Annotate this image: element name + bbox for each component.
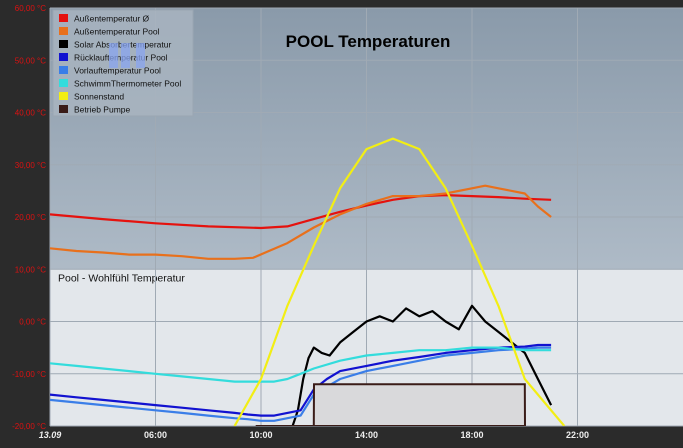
legend-entry[interactable]: Außentemperatur Pool [74, 27, 160, 37]
chart-title: POOL Temperaturen [286, 32, 451, 51]
x-tick-label: 14:00 [355, 430, 378, 440]
y-tick-label: 60,00 °C [15, 4, 46, 13]
legend-swatch [59, 53, 68, 61]
y-tick-label: 10,00 °C [15, 265, 46, 274]
series-line-1 [50, 184, 552, 260]
series-line-6 [233, 137, 566, 426]
series-line-2 [291, 304, 553, 426]
legend-marker [136, 43, 145, 68]
legend-swatch [59, 27, 68, 35]
legend-swatch [59, 92, 68, 100]
legend-swatch [59, 79, 68, 87]
legend-marker [109, 43, 118, 68]
legend-entry[interactable]: Vorlauftemperatur Pool [74, 66, 161, 76]
series-line-5 [50, 346, 552, 383]
legend-entry[interactable]: Rücklauftemperatur Pool [74, 53, 168, 63]
y-tick-label: -20,00 °C [12, 422, 46, 431]
x-tick-label: 06:00 [144, 430, 167, 440]
x-tick-label: 13.09 [39, 430, 62, 440]
legend-entry[interactable]: Außentemperatur Ø [74, 14, 150, 24]
legend-swatch [59, 66, 68, 74]
grid-lines [49, 7, 683, 427]
series-lines [50, 137, 566, 426]
y-tick-label: 50,00 °C [15, 56, 46, 65]
comfort-zone-label: Pool - Wohlfühl Temperatur [58, 272, 185, 284]
legend-swatch [59, 40, 68, 48]
legend-entry[interactable]: Sonnenstand [74, 92, 124, 102]
x-tick-label: 10:00 [249, 430, 272, 440]
legend-swatch [59, 105, 68, 113]
y-tick-label: 0,00 °C [19, 318, 46, 327]
y-axis-labels: -20,00 °C -10,00 °C 0,00 °C 10,00 °C 20,00 °… [12, 4, 46, 431]
y-tick-label: 40,00 °C [15, 109, 46, 118]
series-line-3 [50, 343, 552, 417]
legend-swatch [59, 14, 68, 22]
y-tick-label: 20,00 °C [15, 213, 46, 222]
x-tick-label: 18:00 [460, 430, 483, 440]
y-tick-label: 30,00 °C [15, 161, 46, 170]
series-pump-area [255, 383, 527, 426]
series-line-4 [50, 346, 552, 422]
legend-entry[interactable]: Betrieb Pumpe [74, 105, 130, 115]
y-tick-label: -10,00 °C [12, 370, 46, 379]
x-axis-labels: 13.09 06:00 10:00 14:00 18:00 22:00 [39, 430, 589, 440]
legend-marker [121, 43, 130, 68]
legend-entry[interactable]: SchwimmThermometer Pool [74, 79, 181, 89]
x-tick-label: 22:00 [566, 430, 589, 440]
